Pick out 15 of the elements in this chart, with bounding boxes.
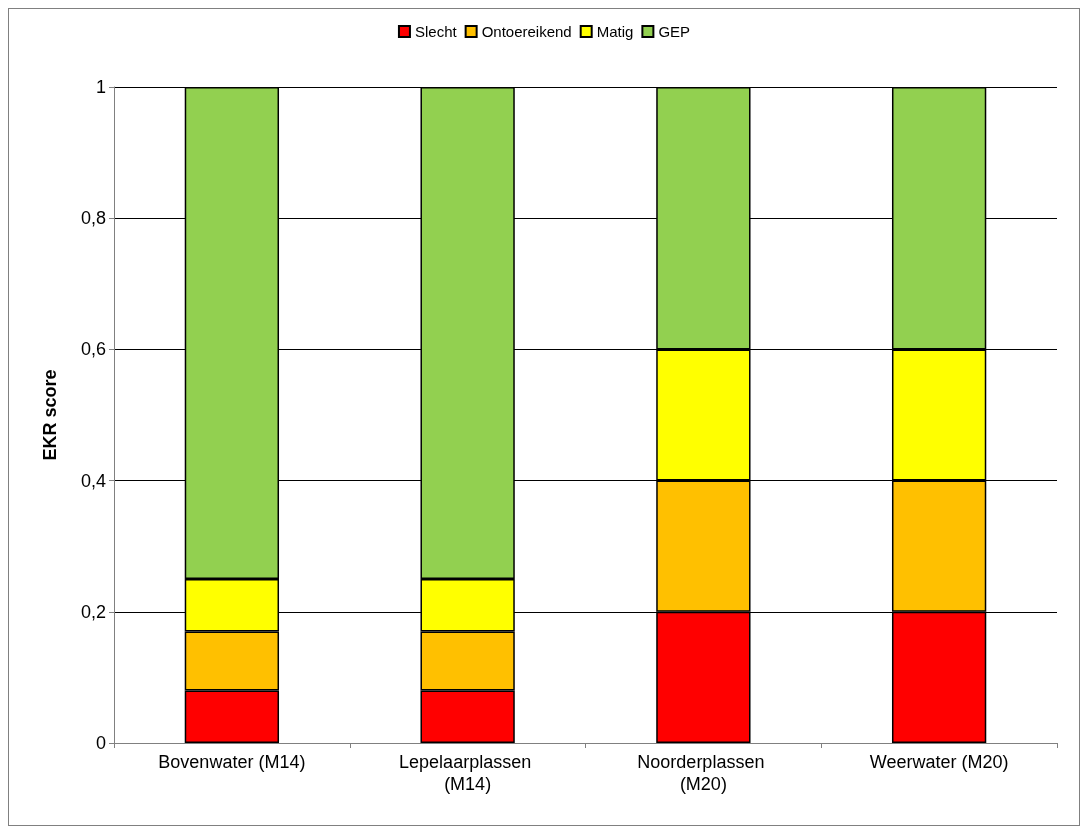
y-tick-label: 0,6 — [80, 339, 106, 360]
x-tick-label: Weerwater (M20) — [869, 752, 1009, 772]
y-tick-label: 0 — [95, 733, 106, 753]
x-tick-label: Bovenwater (M14) — [158, 752, 306, 772]
y-tick-label: 0,2 — [80, 601, 106, 622]
legend-label: GEP — [658, 23, 691, 40]
y-tick-label: 0,4 — [80, 470, 106, 491]
legend-label: Ontoereikend — [481, 23, 572, 40]
y-tick-label: 0,8 — [80, 208, 106, 229]
y-axis-title: EKR score — [40, 369, 60, 461]
legend-label: Matig — [596, 23, 634, 40]
x-tick-label: Noorderplassen (M20) — [637, 752, 770, 794]
x-tick-label: Lepelaarplassen (M14) — [399, 752, 537, 794]
legend-label: Slecht — [414, 23, 458, 40]
y-tick-label: 1 — [95, 77, 106, 97]
